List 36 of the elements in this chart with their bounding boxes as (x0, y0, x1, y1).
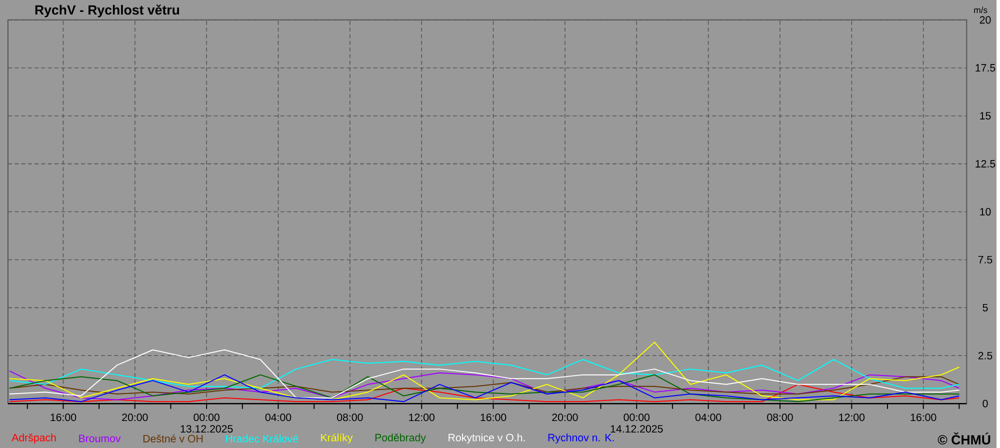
x-tick-label: 04:00 (695, 413, 722, 421)
line-series (8, 358, 960, 389)
x-tick-label: 00:00 (624, 413, 650, 421)
text: Rokytnice v O.h. (448, 433, 525, 444)
y-tick-label: 7.5 (978, 256, 992, 264)
x-tick-label: 16:00 (50, 413, 76, 421)
x-tick-label: 00:00 (194, 413, 220, 421)
y-tick-label: 20 (980, 16, 991, 24)
x-tick-label: 04:00 (265, 413, 292, 421)
text: Hradec Králové (226, 434, 298, 442)
y-tick-label: 2.5 (978, 352, 992, 360)
x-tick-label: 08:00 (337, 413, 363, 421)
y-tick-label: 12.5 (976, 160, 996, 168)
x-tick-label: 20:00 (552, 413, 578, 421)
chart-title: RychV - Rychlost větru (35, 4, 180, 18)
x-tick-label: 12:00 (409, 413, 434, 421)
y-tick-label: 10 (980, 208, 991, 216)
x-tick-label: 16:00 (480, 413, 506, 421)
y-tick-label: 15 (980, 112, 991, 120)
x-tick-label: 12:00 (839, 413, 865, 421)
text: Rychnov n. K. (548, 433, 614, 444)
text: Králíky (321, 433, 353, 444)
y-tick-label: 0 (982, 400, 988, 408)
y-tick-label: 5 (982, 304, 988, 312)
text: Adršpach (12, 433, 56, 444)
text: 13.12.2025 (180, 424, 233, 432)
text: Broumov (79, 434, 121, 442)
text: Poděbrady (375, 433, 426, 444)
y-axis-title: m/s (974, 6, 988, 13)
x-tick-label: 20:00 (122, 413, 148, 421)
text: 14.12.2025 (610, 424, 663, 432)
text: © ČHMÚ (938, 432, 990, 444)
x-tick-label: 16:00 (910, 413, 936, 421)
y-tick-label: 17.5 (976, 64, 996, 72)
text: Deštné v OH (143, 434, 203, 442)
x-tick-label: 08:00 (767, 413, 793, 421)
